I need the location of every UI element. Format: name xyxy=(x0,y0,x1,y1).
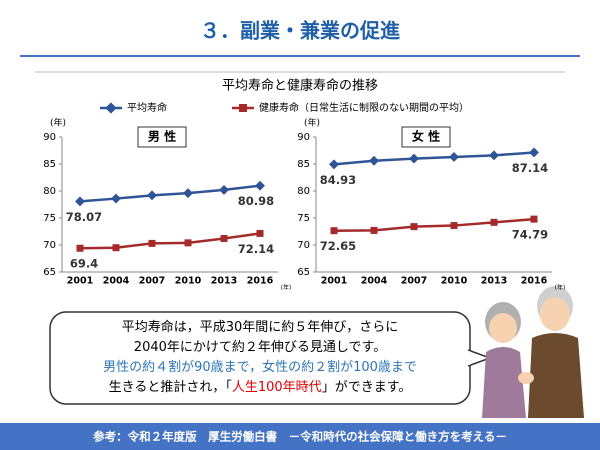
y-tick-label: 85 xyxy=(43,159,56,170)
data-point xyxy=(530,215,538,223)
y-tick-label: 70 xyxy=(43,240,56,251)
bubble-segment: 生きると推計され，「 xyxy=(109,379,232,395)
data-point xyxy=(450,222,458,230)
x-tick-label: 2010 xyxy=(175,276,202,287)
footer-band xyxy=(0,423,600,450)
x-tick-label: 2016 xyxy=(247,276,274,287)
x-tick-label: 2001 xyxy=(321,276,347,287)
bubble-line: 平均寿命は，平成30年間に約５年伸び，さらに xyxy=(122,319,399,335)
chart-title: 平均寿命と健康寿命の推移 xyxy=(222,78,378,94)
footer-text: 参考：令和２年度版 厚生労働白書 －令和時代の社会保障と働き方を考える－ xyxy=(92,430,507,444)
bubble-line: 2040年にかけて約２年伸びる見通しです。 xyxy=(134,340,386,355)
y-tick-label: 75 xyxy=(43,213,56,224)
bubble-segment: 平均寿命は，平成30年間に約５年伸び，さらに xyxy=(122,319,399,335)
data-point xyxy=(75,196,85,207)
y-tick-label: 80 xyxy=(43,186,56,197)
data-point xyxy=(220,235,228,243)
data-point xyxy=(76,244,84,252)
bubble-segment: 2040年にかけて約２年伸びる見通しです。 xyxy=(134,340,386,355)
data-point xyxy=(183,188,193,199)
panel-label-box xyxy=(401,126,451,148)
y-tick-label: 80 xyxy=(297,186,310,197)
data-point xyxy=(489,150,499,161)
data-point xyxy=(409,153,419,164)
elderly-couple xyxy=(482,286,584,418)
x-tick-label: 2007 xyxy=(139,276,165,287)
woman-face xyxy=(489,313,517,343)
legend-label: 健康寿命（日常生活に制限のない期間の平均） xyxy=(259,101,469,114)
panel-label: 女 性 xyxy=(412,129,440,144)
panel-label: 男 性 xyxy=(148,129,176,144)
data-label: 72.14 xyxy=(238,242,274,256)
legend-label: 平均寿命 xyxy=(127,101,167,114)
bubble-segment: 」ができます。 xyxy=(322,380,412,395)
data-point xyxy=(329,159,339,170)
data-point xyxy=(184,239,192,247)
data-point xyxy=(330,227,338,235)
y-unit: (年) xyxy=(304,117,320,129)
slide-title: ３．副業・兼業の促進 xyxy=(200,19,400,43)
data-point xyxy=(410,223,418,231)
data-point xyxy=(369,155,379,166)
legend-marker xyxy=(239,104,247,112)
x-tick-label: 2016 xyxy=(521,276,548,287)
x-tick-label: 2004 xyxy=(361,276,388,287)
x-tick-label: 2013 xyxy=(481,276,507,287)
y-tick-label: 90 xyxy=(297,132,310,143)
data-point xyxy=(490,218,498,226)
data-label: 72.65 xyxy=(320,239,356,253)
data-label: 80.98 xyxy=(238,194,274,208)
x-unit: (年) xyxy=(555,284,566,292)
series-line xyxy=(79,184,261,203)
x-tick-label: 2001 xyxy=(67,276,93,287)
x-unit: (年) xyxy=(281,284,292,292)
bubble-line: 生きると推計され，「人生100年時代」ができます。 xyxy=(109,379,412,395)
man-body xyxy=(528,333,584,418)
bubble-line: 男性の約４割が90歳まで，女性の約２割が100歳まで xyxy=(103,359,417,375)
data-label: 84.93 xyxy=(320,173,356,187)
y-unit: (年) xyxy=(50,117,66,129)
bubble-segment: 男性の約４割が90歳まで，女性の約２割が100歳まで xyxy=(103,359,417,375)
data-point xyxy=(255,180,265,191)
y-tick-label: 65 xyxy=(297,267,310,278)
data-point xyxy=(370,226,378,234)
data-point xyxy=(112,244,120,252)
data-label: 69.4 xyxy=(70,257,98,271)
bubble-segment: 人生100年時代 xyxy=(232,380,322,395)
y-tick-label: 70 xyxy=(297,240,310,251)
data-point xyxy=(529,147,539,158)
series-line xyxy=(79,232,261,250)
series-line xyxy=(333,151,535,166)
bubble-tail-mask xyxy=(466,351,470,365)
y-tick-label: 65 xyxy=(43,267,56,278)
data-label: 74.79 xyxy=(512,228,548,242)
y-tick-label: 90 xyxy=(43,132,56,143)
data-point xyxy=(148,239,156,247)
data-point xyxy=(111,193,121,204)
x-tick-label: 2010 xyxy=(441,276,468,287)
data-point xyxy=(147,190,157,201)
data-label: 78.07 xyxy=(66,210,102,224)
x-tick-label: 2004 xyxy=(103,276,130,287)
data-label: 87.14 xyxy=(512,161,548,175)
data-point xyxy=(256,229,264,237)
man-face xyxy=(540,297,570,331)
x-tick-label: 2013 xyxy=(211,276,237,287)
y-tick-label: 85 xyxy=(297,159,310,170)
series-line xyxy=(333,217,535,232)
data-point xyxy=(449,152,459,162)
panel-label-box xyxy=(137,126,187,148)
hands xyxy=(518,372,534,384)
legend-marker xyxy=(105,102,117,114)
woman-body xyxy=(482,347,526,418)
x-tick-label: 2007 xyxy=(401,276,427,287)
data-point xyxy=(219,184,229,195)
y-tick-label: 75 xyxy=(297,213,310,224)
